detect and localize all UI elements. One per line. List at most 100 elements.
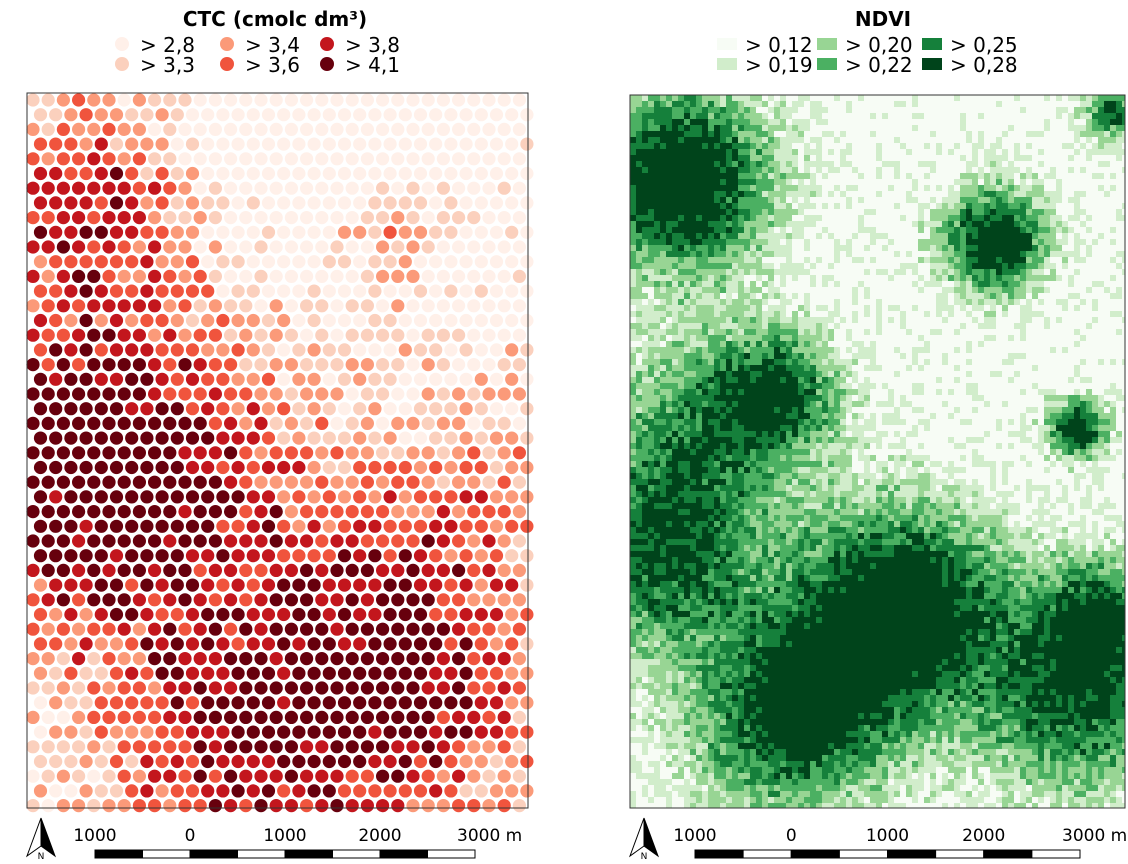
sample-point bbox=[513, 387, 526, 400]
raster-cell bbox=[948, 143, 954, 149]
raster-cell bbox=[774, 155, 780, 161]
raster-cell bbox=[1080, 281, 1086, 287]
raster-cell bbox=[870, 101, 876, 107]
raster-cell bbox=[1026, 155, 1032, 161]
sample-point bbox=[239, 329, 252, 342]
scale-label: 3000 m bbox=[457, 826, 522, 846]
raster-cell bbox=[960, 161, 966, 167]
sample-point bbox=[26, 564, 39, 577]
sample-point bbox=[95, 285, 108, 298]
raster-cell bbox=[630, 215, 636, 221]
sample-point bbox=[520, 196, 533, 209]
sample-point bbox=[384, 285, 397, 298]
raster-cell bbox=[636, 131, 642, 137]
raster-cell bbox=[834, 299, 840, 305]
raster-cell bbox=[1086, 311, 1092, 317]
raster-cell bbox=[1092, 125, 1098, 131]
raster-cell bbox=[1008, 197, 1014, 203]
sample-point bbox=[262, 285, 275, 298]
raster-cell bbox=[984, 293, 990, 299]
raster-cell bbox=[966, 161, 972, 167]
raster-cell bbox=[864, 119, 870, 125]
raster-cell bbox=[714, 221, 720, 227]
raster-cell bbox=[732, 215, 738, 221]
raster-cell bbox=[864, 161, 870, 167]
raster-cell bbox=[726, 173, 732, 179]
sample-point bbox=[156, 461, 169, 474]
raster-cell bbox=[708, 173, 714, 179]
sample-point bbox=[224, 681, 237, 694]
raster-cell bbox=[672, 119, 678, 125]
sample-point bbox=[178, 711, 191, 724]
raster-cell bbox=[900, 113, 906, 119]
raster-cell bbox=[714, 101, 720, 107]
raster-cell bbox=[1008, 191, 1014, 197]
raster-cell bbox=[984, 161, 990, 167]
raster-cell bbox=[864, 191, 870, 197]
raster-cell bbox=[756, 323, 762, 329]
sample-point bbox=[384, 402, 397, 415]
raster-cell bbox=[888, 269, 894, 275]
raster-cell bbox=[828, 113, 834, 119]
raster-cell bbox=[702, 281, 708, 287]
raster-cell bbox=[930, 197, 936, 203]
sample-point bbox=[232, 402, 245, 415]
raster-cell bbox=[786, 179, 792, 185]
sample-point bbox=[247, 726, 260, 739]
raster-cell bbox=[840, 143, 846, 149]
raster-cell bbox=[1044, 95, 1050, 101]
raster-cell bbox=[798, 275, 804, 281]
raster-cell bbox=[660, 281, 666, 287]
raster-cell bbox=[1092, 155, 1098, 161]
sample-point bbox=[399, 755, 412, 768]
raster-cell bbox=[846, 299, 852, 305]
sample-point bbox=[49, 138, 62, 151]
raster-cell bbox=[888, 131, 894, 137]
sample-point bbox=[368, 167, 381, 180]
sample-point bbox=[292, 226, 305, 239]
raster-cell bbox=[942, 95, 948, 101]
raster-cell bbox=[870, 329, 876, 335]
raster-cell bbox=[876, 143, 882, 149]
sample-point bbox=[460, 255, 473, 268]
raster-cell bbox=[636, 215, 642, 221]
raster-cell bbox=[648, 305, 654, 311]
raster-cell bbox=[720, 203, 726, 209]
raster-cell bbox=[984, 191, 990, 197]
raster-cell bbox=[1086, 119, 1092, 125]
raster-cell bbox=[918, 329, 924, 335]
raster-cell bbox=[648, 299, 654, 305]
raster-cell bbox=[1062, 275, 1068, 281]
raster-cell bbox=[888, 263, 894, 269]
sample-point bbox=[148, 387, 161, 400]
raster-cell bbox=[648, 179, 654, 185]
raster-cell bbox=[744, 269, 750, 275]
raster-cell bbox=[780, 119, 786, 125]
raster-cell bbox=[912, 137, 918, 143]
raster-cell bbox=[720, 305, 726, 311]
sample-point bbox=[239, 240, 252, 253]
raster-cell bbox=[810, 155, 816, 161]
raster-cell bbox=[1104, 197, 1110, 203]
sample-point bbox=[239, 211, 252, 224]
raster-cell bbox=[912, 155, 918, 161]
raster-cell bbox=[906, 101, 912, 107]
raster-cell bbox=[798, 311, 804, 317]
raster-cell bbox=[942, 323, 948, 329]
raster-cell bbox=[972, 173, 978, 179]
raster-cell bbox=[672, 329, 678, 335]
raster-cell bbox=[1026, 281, 1032, 287]
sample-point bbox=[118, 299, 131, 312]
raster-cell bbox=[1062, 263, 1068, 269]
raster-cell bbox=[774, 257, 780, 263]
raster-cell bbox=[912, 257, 918, 263]
raster-cell bbox=[744, 131, 750, 137]
raster-cell bbox=[936, 107, 942, 113]
raster-cell bbox=[648, 185, 654, 191]
raster-cell bbox=[708, 269, 714, 275]
raster-cell bbox=[912, 185, 918, 191]
raster-cell bbox=[1026, 311, 1032, 317]
sample-point bbox=[49, 226, 62, 239]
raster-cell bbox=[702, 305, 708, 311]
raster-cell bbox=[996, 125, 1002, 131]
